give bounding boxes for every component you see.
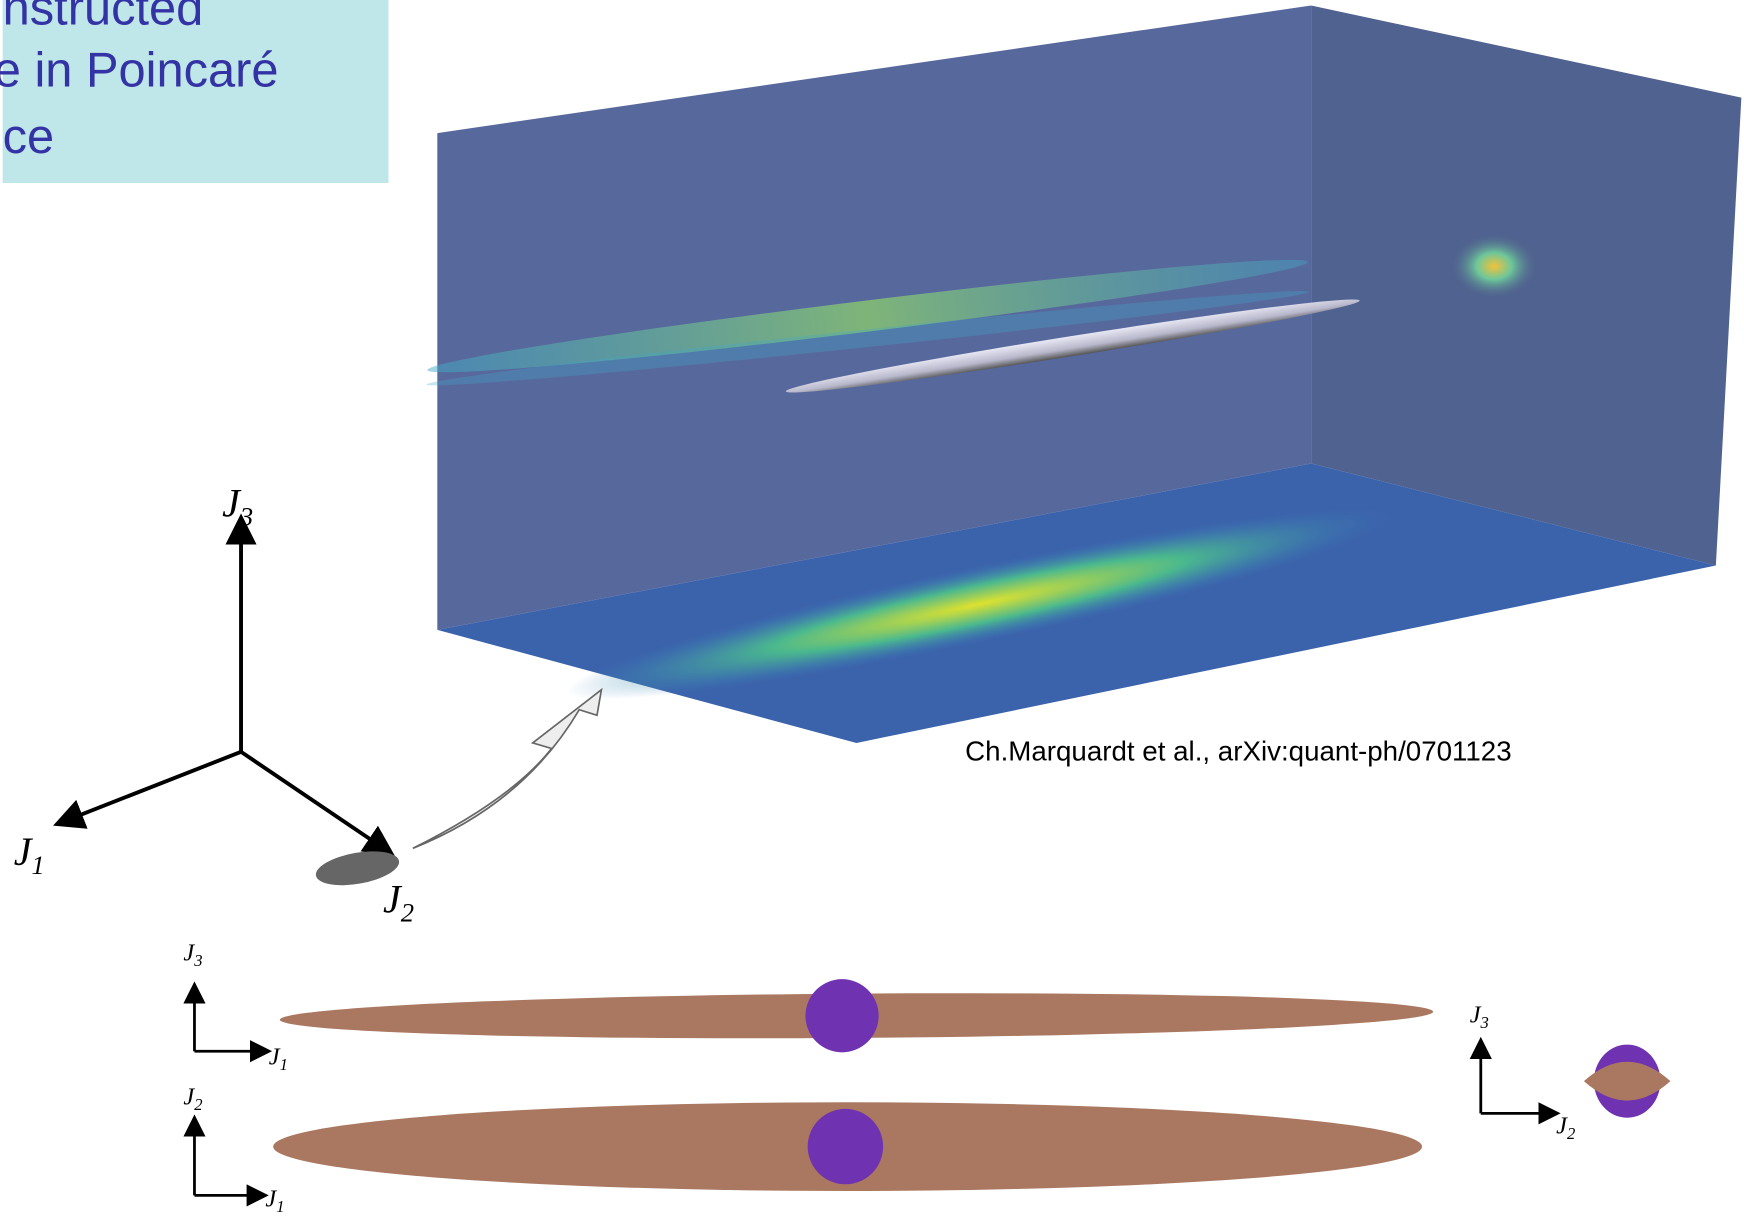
- slide: nstructed e in Poincaré ce Ch.Marquardt …: [0, 0, 1744, 1222]
- axis-label: J1: [265, 1185, 284, 1216]
- axis-subscript: 3: [1480, 1013, 1489, 1032]
- axis-subscript: 1: [276, 1197, 284, 1216]
- title-line: ce: [3, 110, 55, 164]
- axis-subscript: 3: [239, 502, 253, 532]
- axis-label: J3: [183, 939, 202, 970]
- axis-label: J2: [383, 877, 414, 928]
- title-line: nstructed: [3, 0, 204, 35]
- page: nstructed e in Poincaré ce Ch.Marquardt …: [0, 0, 1744, 1227]
- axis-label: J1: [269, 1044, 288, 1075]
- axis-label: J2: [1556, 1112, 1575, 1143]
- axis-label: J1: [14, 829, 45, 880]
- projections: [273, 979, 1670, 1191]
- axis-label: J3: [1470, 1001, 1489, 1032]
- arrow: [413, 690, 602, 849]
- axis-subscript: 1: [31, 850, 44, 880]
- axis-subscript: 2: [1567, 1124, 1575, 1143]
- phase-space-box: [425, 6, 1741, 743]
- title-line: e in Poincaré: [0, 43, 278, 97]
- axes-3d: [60, 521, 388, 851]
- axis-label: J2: [183, 1083, 202, 1114]
- axis-label: J3: [222, 481, 253, 532]
- axis-subscript: 2: [194, 1095, 202, 1114]
- citation: Ch.Marquardt et al., arXiv:quant-ph/0701…: [965, 736, 1511, 767]
- axis-subscript: 3: [193, 951, 202, 970]
- axis-subscript: 1: [280, 1055, 288, 1074]
- axis-subscript: 2: [401, 897, 414, 927]
